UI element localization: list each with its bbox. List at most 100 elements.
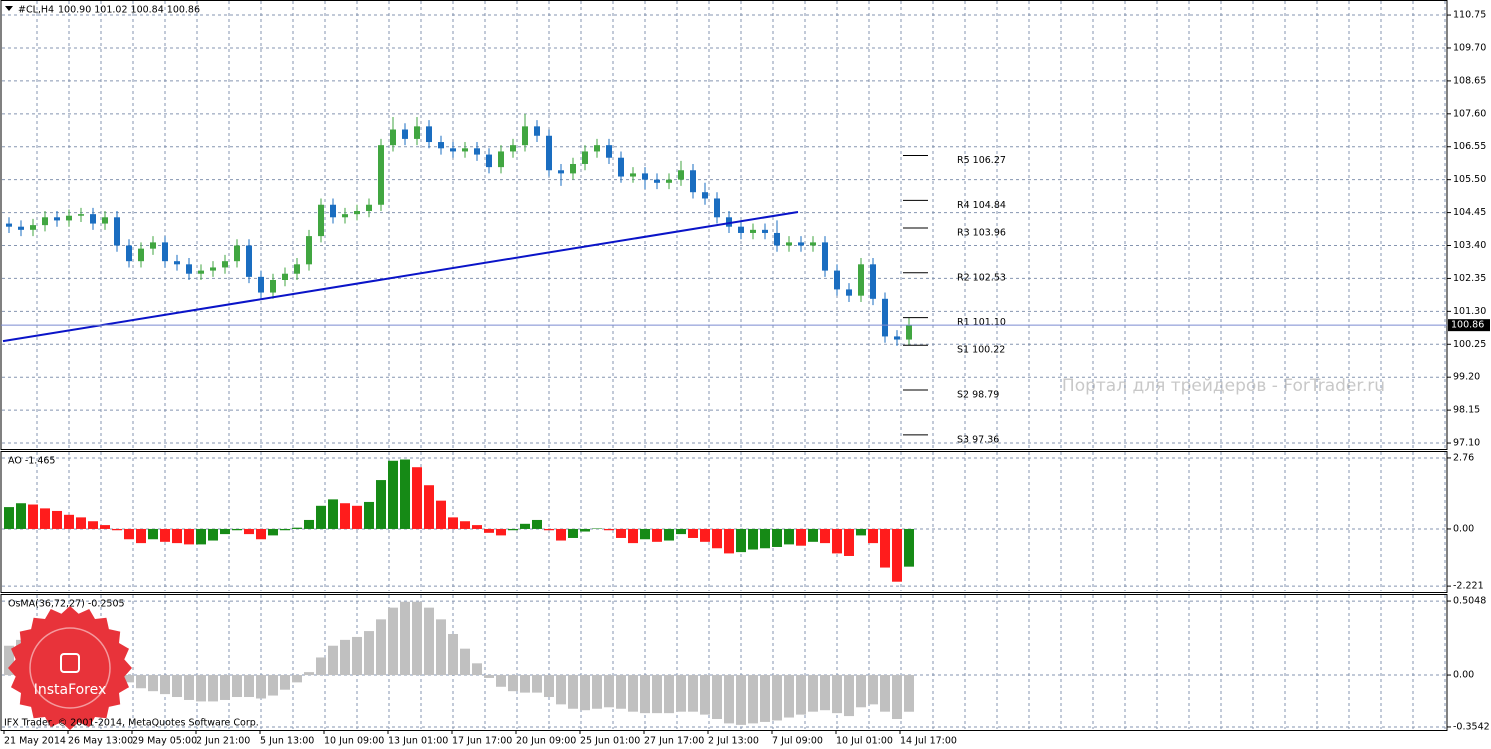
candle-body xyxy=(18,226,24,230)
candle-body xyxy=(906,325,912,340)
histogram-bar xyxy=(496,528,506,536)
x-tick-label: 27 Jun 17:00 xyxy=(644,736,704,747)
candle-body xyxy=(870,264,876,299)
histogram-bar xyxy=(364,631,374,676)
histogram-bar xyxy=(508,528,518,531)
x-tick-label: 26 May 13:00 xyxy=(68,736,133,747)
candle-body xyxy=(510,145,516,152)
candle-body xyxy=(198,270,204,274)
histogram-bar xyxy=(724,675,734,724)
candle-body xyxy=(270,279,276,293)
histogram-bar xyxy=(172,675,182,698)
histogram-bar xyxy=(448,634,458,676)
histogram-bar xyxy=(148,675,158,692)
x-tick-label: 25 Jun 01:00 xyxy=(580,736,640,747)
histogram-bar xyxy=(616,528,626,538)
histogram-bar xyxy=(184,675,194,700)
histogram-bar xyxy=(388,460,398,529)
histogram-bar xyxy=(412,601,422,676)
histogram-bar xyxy=(796,528,806,546)
candle-body xyxy=(654,179,660,183)
pane-frame xyxy=(0,0,1448,450)
candle-body xyxy=(522,126,528,146)
candle-body xyxy=(330,204,336,218)
candle-body xyxy=(810,242,816,246)
histogram-bar xyxy=(256,675,266,699)
candle-body xyxy=(354,211,360,215)
histogram-bar xyxy=(352,505,362,529)
histogram-bar xyxy=(520,675,530,693)
histogram-bar xyxy=(448,517,458,529)
histogram-bar xyxy=(376,480,386,529)
x-tick-label: 21 May 2014 xyxy=(4,736,66,747)
candle-body xyxy=(786,242,792,246)
histogram-bar xyxy=(712,528,722,549)
candle-body xyxy=(834,270,840,290)
histogram-bar xyxy=(280,528,290,531)
candle-body xyxy=(54,217,60,221)
candle-body xyxy=(342,214,348,218)
histogram-bar xyxy=(676,528,686,535)
candle-body xyxy=(726,217,732,227)
logo-text: InstaForex xyxy=(34,682,107,698)
histogram-bar xyxy=(400,459,410,529)
histogram-bar xyxy=(316,657,326,676)
pane-frame xyxy=(0,451,1448,593)
last-price-label: 100.86 xyxy=(1451,320,1484,331)
histogram-bar xyxy=(292,675,302,683)
histogram-bar xyxy=(436,619,446,676)
histogram-bar xyxy=(580,675,590,711)
candle-body xyxy=(306,236,312,265)
candle-body xyxy=(606,145,612,158)
histogram-bar xyxy=(784,675,794,718)
y-tick-label: 0.5048 xyxy=(1453,596,1486,607)
histogram-bar xyxy=(52,510,62,529)
candle-body xyxy=(90,214,96,224)
candle-body xyxy=(582,151,588,164)
histogram-bar xyxy=(472,525,482,529)
histogram-bar xyxy=(484,675,494,678)
histogram-bar xyxy=(772,528,782,547)
histogram-bar xyxy=(568,675,578,709)
logo: InstaForex xyxy=(8,606,132,730)
histogram-bar xyxy=(604,675,614,708)
histogram-bar xyxy=(688,675,698,712)
histogram-bar xyxy=(760,675,770,722)
candle-body xyxy=(6,223,12,227)
y-tick-label: 103.40 xyxy=(1453,240,1486,251)
histogram-bar xyxy=(436,500,446,529)
histogram-bar xyxy=(124,675,134,683)
candle-body xyxy=(486,154,492,168)
histogram-bar xyxy=(292,527,302,529)
candle-body xyxy=(162,242,168,262)
histogram-bar xyxy=(328,645,338,676)
histogram-bar xyxy=(664,528,674,541)
candle-body xyxy=(366,204,372,212)
candle-body xyxy=(666,179,672,183)
histogram-bar xyxy=(532,519,542,529)
histogram-bar xyxy=(304,519,314,529)
histogram-bar xyxy=(676,675,686,712)
pivot-label: R4 104.84 xyxy=(957,200,1006,211)
candle-body xyxy=(534,126,540,136)
histogram-bar xyxy=(556,675,566,705)
candle-body xyxy=(846,289,852,296)
candle-body xyxy=(642,173,648,180)
candle-body xyxy=(558,170,564,174)
x-tick-label: 17 Jun 17:00 xyxy=(452,736,512,747)
histogram-bar xyxy=(820,528,830,544)
candle-body xyxy=(42,217,48,226)
x-tick-label: 2 Jul 13:00 xyxy=(708,736,759,747)
y-tick-label: 106.55 xyxy=(1453,141,1486,152)
histogram-bar xyxy=(364,501,374,529)
histogram-bar xyxy=(268,675,278,696)
histogram-bar xyxy=(184,528,194,545)
candle-body xyxy=(858,264,864,296)
histogram-bar xyxy=(124,528,134,540)
histogram-bar xyxy=(856,528,866,536)
candle-body xyxy=(570,163,576,174)
candle-body xyxy=(738,226,744,233)
x-tick-label: 5 Jun 13:00 xyxy=(260,736,314,747)
histogram-bar xyxy=(256,528,266,540)
